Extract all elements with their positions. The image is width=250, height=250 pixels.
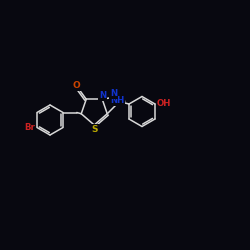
Text: NH: NH [110,96,124,105]
Text: O: O [72,81,80,90]
Text: N: N [110,89,117,98]
Text: N: N [99,91,106,100]
Text: Br: Br [24,123,35,132]
Text: OH: OH [157,100,171,108]
Text: S: S [92,125,98,134]
